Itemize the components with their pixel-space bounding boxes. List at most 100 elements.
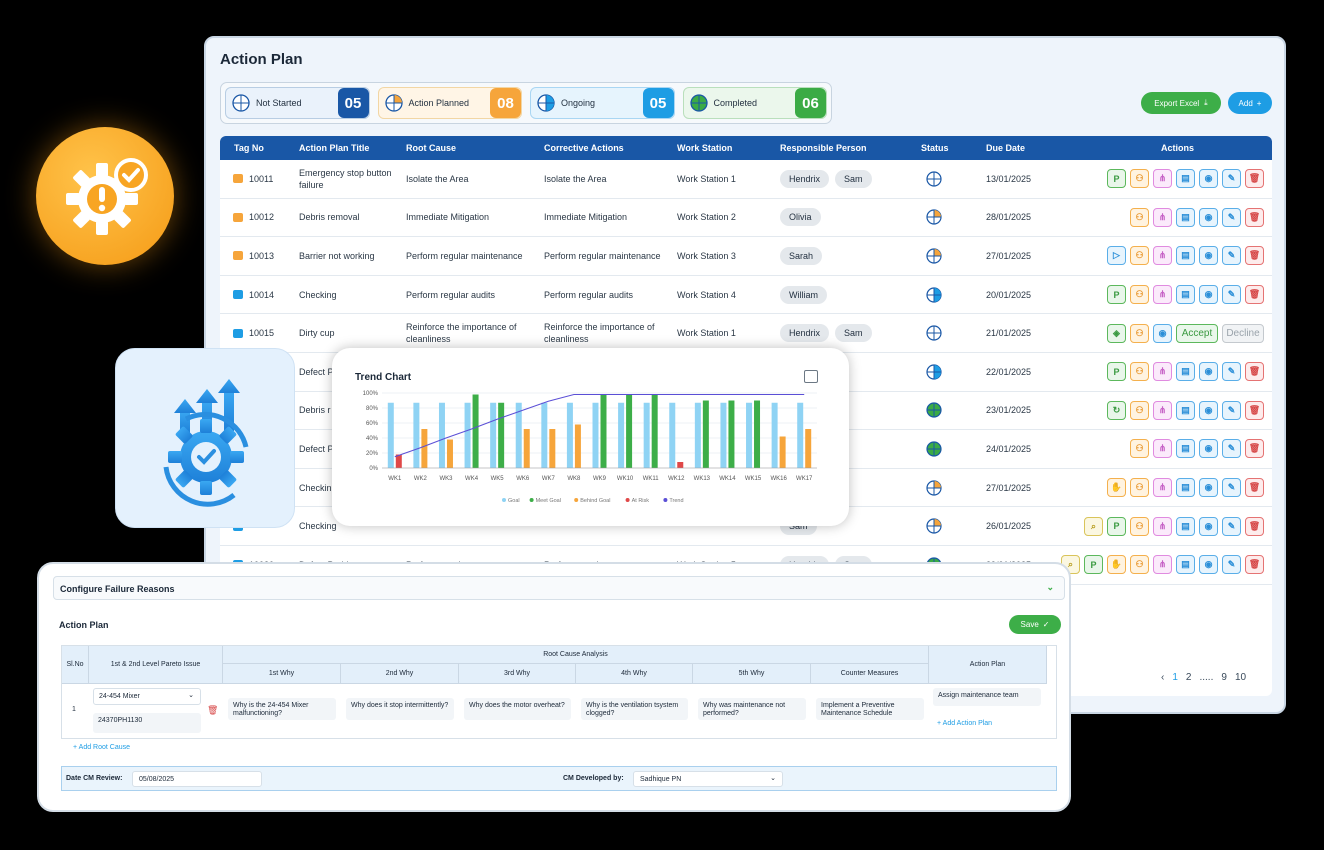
- assign-user-icon[interactable]: ⚇: [1130, 516, 1149, 536]
- mixer-select[interactable]: 24-454 Mixer ⌄: [93, 688, 201, 705]
- pdf-icon[interactable]: ▤: [1176, 207, 1195, 227]
- publish-p-icon[interactable]: P: [1084, 555, 1103, 575]
- why-3-answer[interactable]: Why does the motor overheat?: [464, 698, 571, 720]
- code-field[interactable]: 24370PH1130: [93, 713, 201, 733]
- delete-icon[interactable]: 🗑: [1245, 516, 1264, 536]
- why-2-answer[interactable]: Why does it stop intermittently?: [346, 698, 454, 720]
- delete-icon[interactable]: 🗑: [1245, 362, 1264, 382]
- workflow-icon[interactable]: ⋔: [1153, 246, 1172, 266]
- view-icon[interactable]: ◉: [1199, 207, 1218, 227]
- delete-icon[interactable]: 🗑: [1245, 246, 1264, 266]
- publish-p-icon[interactable]: P: [1107, 362, 1126, 382]
- export-excel-button[interactable]: Export Excel ⤓: [1141, 92, 1221, 114]
- trash-icon[interactable]: 🗑: [207, 705, 219, 715]
- view-icon[interactable]: ◉: [1199, 400, 1218, 420]
- chart-toggle-icon[interactable]: [804, 370, 818, 383]
- cm-developer-select[interactable]: Sadhique PN ⌄: [633, 771, 783, 787]
- tag-approve-icon[interactable]: ◈: [1107, 323, 1126, 343]
- view-icon[interactable]: ◉: [1199, 362, 1218, 382]
- assign-user-icon[interactable]: ⚇: [1130, 555, 1149, 575]
- configure-failure-accordion[interactable]: Configure Failure Reasons ⌄: [53, 576, 1065, 600]
- edit-icon[interactable]: ✎: [1222, 478, 1241, 498]
- assign-user-icon[interactable]: ⚇: [1130, 478, 1149, 498]
- stat-ongoing[interactable]: Ongoing 05: [530, 87, 675, 119]
- edit-icon[interactable]: ✎: [1222, 207, 1241, 227]
- why-1-answer[interactable]: Why is the 24-454 Mixer malfunctioning?: [228, 698, 336, 720]
- pdf-icon[interactable]: ▤: [1176, 555, 1195, 575]
- edit-icon[interactable]: ✎: [1222, 400, 1241, 420]
- delete-icon[interactable]: 🗑: [1245, 400, 1264, 420]
- edit-icon[interactable]: ✎: [1222, 169, 1241, 189]
- date-cm-input[interactable]: 05/08/2025: [132, 771, 262, 787]
- why-4-answer[interactable]: Why is the ventilation tsystem clogged?: [581, 698, 688, 720]
- pdf-icon[interactable]: ▤: [1176, 285, 1195, 305]
- pdf-icon[interactable]: ▤: [1176, 362, 1195, 382]
- assign-user-icon[interactable]: ⚇: [1130, 169, 1149, 189]
- pdf-icon[interactable]: ▤: [1176, 400, 1195, 420]
- publish-p-icon[interactable]: P: [1107, 516, 1126, 536]
- accept-button[interactable]: Accept: [1176, 323, 1218, 343]
- view-icon[interactable]: ◉: [1199, 555, 1218, 575]
- page-10[interactable]: 10: [1234, 672, 1247, 683]
- assign-user-icon[interactable]: ⚇: [1130, 323, 1149, 343]
- edit-icon[interactable]: ✎: [1222, 362, 1241, 382]
- edit-icon[interactable]: ✎: [1222, 555, 1241, 575]
- pdf-icon[interactable]: ▤: [1176, 439, 1195, 459]
- edit-icon[interactable]: ✎: [1222, 439, 1241, 459]
- add-button[interactable]: Add +: [1228, 92, 1272, 114]
- pdf-icon[interactable]: ▤: [1176, 246, 1195, 266]
- view-icon[interactable]: ◉: [1199, 516, 1218, 536]
- page-1[interactable]: 1: [1172, 672, 1178, 683]
- view-icon[interactable]: ◉: [1199, 285, 1218, 305]
- save-button[interactable]: Save ✓: [1009, 615, 1061, 634]
- stat-not-started[interactable]: Not Started 05: [225, 87, 370, 119]
- add-action-plan-link[interactable]: + Add Action Plan: [937, 720, 992, 727]
- edit-icon[interactable]: ✎: [1222, 246, 1241, 266]
- delete-icon[interactable]: 🗑: [1245, 285, 1264, 305]
- chevron-down-icon[interactable]: ⌄: [1046, 582, 1054, 592]
- publish-p-icon[interactable]: P: [1107, 169, 1126, 189]
- play-icon[interactable]: ▷: [1107, 246, 1126, 266]
- pdf-icon[interactable]: ▤: [1176, 516, 1195, 536]
- pdf-icon[interactable]: ▤: [1176, 169, 1195, 189]
- decline-button[interactable]: Decline: [1222, 323, 1264, 343]
- assign-user-icon[interactable]: ⚇: [1130, 400, 1149, 420]
- action-plan-entry[interactable]: Assign maintenance team: [933, 688, 1041, 706]
- workflow-icon[interactable]: ⋔: [1153, 478, 1172, 498]
- edit-icon[interactable]: ✎: [1222, 516, 1241, 536]
- workflow-icon[interactable]: ⋔: [1153, 555, 1172, 575]
- workflow-icon[interactable]: ⋔: [1153, 439, 1172, 459]
- view-icon[interactable]: ◉: [1199, 169, 1218, 189]
- workflow-icon[interactable]: ⋔: [1153, 362, 1172, 382]
- prev-page-icon[interactable]: ‹: [1161, 672, 1165, 683]
- assign-user-icon[interactable]: ⚇: [1130, 362, 1149, 382]
- page-9[interactable]: 9: [1221, 672, 1227, 683]
- page-2[interactable]: 2: [1185, 672, 1192, 683]
- assign-user-icon[interactable]: ⚇: [1130, 439, 1149, 459]
- view-icon[interactable]: ◉: [1199, 439, 1218, 459]
- view-icon[interactable]: ◉: [1199, 246, 1218, 266]
- hand-icon[interactable]: ✋: [1107, 478, 1126, 498]
- assign-user-icon[interactable]: ⚇: [1130, 285, 1149, 305]
- pdf-icon[interactable]: ▤: [1176, 478, 1195, 498]
- assign-user-icon[interactable]: ⚇: [1130, 246, 1149, 266]
- assign-user-icon[interactable]: ⚇: [1130, 207, 1149, 227]
- hand-icon[interactable]: ✋: [1107, 555, 1126, 575]
- view-icon[interactable]: ◉: [1153, 323, 1172, 343]
- delete-icon[interactable]: 🗑: [1245, 207, 1264, 227]
- edit-icon[interactable]: ✎: [1222, 285, 1241, 305]
- stat-action-planned[interactable]: Action Planned 08: [377, 87, 522, 119]
- delete-icon[interactable]: 🗑: [1245, 478, 1264, 498]
- workflow-icon[interactable]: ⋔: [1153, 516, 1172, 536]
- view-icon[interactable]: ◉: [1199, 478, 1218, 498]
- why-5-answer[interactable]: Why was maintenance not performed?: [698, 698, 806, 720]
- workflow-icon[interactable]: ⋔: [1153, 169, 1172, 189]
- workflow-icon[interactable]: ⋔: [1153, 207, 1172, 227]
- delete-icon[interactable]: 🗑: [1245, 169, 1264, 189]
- publish-p-icon[interactable]: P: [1107, 285, 1126, 305]
- add-root-cause-link[interactable]: + Add Root Cause: [73, 744, 130, 751]
- counter-measure[interactable]: Implement a Preventive Maintenance Sched…: [816, 698, 924, 720]
- workflow-icon[interactable]: ⋔: [1153, 400, 1172, 420]
- inspect-icon[interactable]: ⌕: [1084, 516, 1103, 536]
- workflow-icon[interactable]: ⋔: [1153, 285, 1172, 305]
